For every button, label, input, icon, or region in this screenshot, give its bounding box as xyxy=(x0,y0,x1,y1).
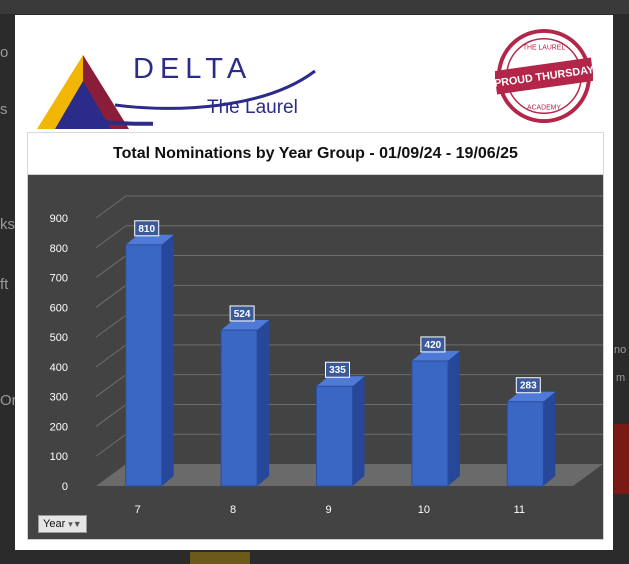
bar xyxy=(506,401,544,487)
y-tick-label: 0 xyxy=(62,481,68,493)
x-tick-label: 11 xyxy=(514,504,525,516)
proud-thursday-stamp: PROUD THURSDAY THE LAUREL ACADEMY xyxy=(495,28,593,124)
gridline-diag xyxy=(95,225,127,249)
y-tick-label: 800 xyxy=(50,243,68,255)
data-label-box xyxy=(325,361,350,378)
bar xyxy=(125,244,163,487)
header-logos: DELTA The Laurel PROUD THURSDAY THE LAUR… xyxy=(15,15,613,133)
y-tick-label: 300 xyxy=(50,392,68,404)
gridline-diag xyxy=(95,314,127,338)
y-tick-label: 600 xyxy=(50,302,68,314)
image-lightbox: DELTA The Laurel PROUD THURSDAY THE LAUR… xyxy=(15,15,613,550)
year-filter-button[interactable]: Year ▾▼ xyxy=(38,515,87,533)
brand-subtitle: The Laurel xyxy=(207,97,298,118)
bar-top xyxy=(316,376,365,387)
gridline-diag xyxy=(95,344,127,368)
data-label: 335 xyxy=(329,365,346,376)
y-tick-label: 900 xyxy=(50,213,68,225)
background-text-7: m xyxy=(616,372,626,384)
bar-top xyxy=(125,234,174,245)
y-tick-label: 200 xyxy=(50,421,68,433)
x-tick-label: 8 xyxy=(230,504,236,516)
y-tick-label: 400 xyxy=(50,362,68,374)
bar-top xyxy=(221,319,270,330)
delta-logo-icon xyxy=(37,55,153,129)
data-label: 524 xyxy=(234,309,251,320)
x-tick-label: 9 xyxy=(325,504,331,516)
data-label: 810 xyxy=(138,224,155,235)
bar-chart: 0 100 200 300 400 500 600 700 800 900 810 7 524 8 335 9… xyxy=(50,195,603,516)
year-filter-label: Year xyxy=(43,518,66,530)
bar xyxy=(411,360,449,487)
background-red-block xyxy=(614,424,629,494)
data-label-box xyxy=(515,377,541,394)
bar-side xyxy=(447,350,460,486)
gridline-diag xyxy=(95,284,127,308)
background-text-6: no xyxy=(614,344,627,356)
gridline-diag xyxy=(95,374,127,398)
bar xyxy=(220,329,258,487)
y-tick-label: 500 xyxy=(50,332,68,344)
gridline-diag xyxy=(95,404,127,427)
gridline-diag xyxy=(95,433,127,457)
data-label: 283 xyxy=(520,381,537,392)
bar-side xyxy=(352,376,365,486)
y-tick-label: 700 xyxy=(50,273,68,285)
y-tick-label: 100 xyxy=(50,451,68,463)
background-text-4: ft xyxy=(0,276,9,293)
gridline-diag xyxy=(95,255,127,278)
chart-title-box: Total Nominations by Year Group - 01/09/… xyxy=(27,132,604,175)
chart-title: Total Nominations by Year Group - 01/09/… xyxy=(113,144,518,162)
gridline-diag xyxy=(95,195,127,219)
data-label-box xyxy=(420,336,446,353)
data-label-box xyxy=(134,220,160,237)
brand-name: DELTA xyxy=(133,53,253,85)
bar-side xyxy=(257,319,270,486)
bar-side xyxy=(161,234,174,486)
bar-top xyxy=(507,391,556,402)
bar xyxy=(316,385,353,487)
background-top-strip xyxy=(0,0,629,14)
data-label-box xyxy=(229,305,255,322)
background-text-2: s xyxy=(0,101,8,118)
data-label: 420 xyxy=(425,340,442,351)
bar-top xyxy=(411,350,460,361)
filter-funnel-icon: ▾▼ xyxy=(68,518,82,529)
bar-side xyxy=(543,391,556,486)
stamp-bottom-text: ACADEMY xyxy=(527,104,561,111)
background-text-5: Or xyxy=(0,392,17,409)
background-text-3: ks xyxy=(0,216,15,233)
x-tick-label: 10 xyxy=(418,504,430,516)
background-text-1: o xyxy=(0,44,9,61)
chart-plot-area: 0 100 200 300 400 500 600 700 800 900 810 7 524 8 335 9… xyxy=(27,174,604,540)
stamp-top-text: THE LAUREL xyxy=(523,45,565,52)
x-tick-label: 7 xyxy=(135,504,141,516)
delta-swoosh xyxy=(115,69,316,110)
background-image-strip xyxy=(190,552,250,564)
